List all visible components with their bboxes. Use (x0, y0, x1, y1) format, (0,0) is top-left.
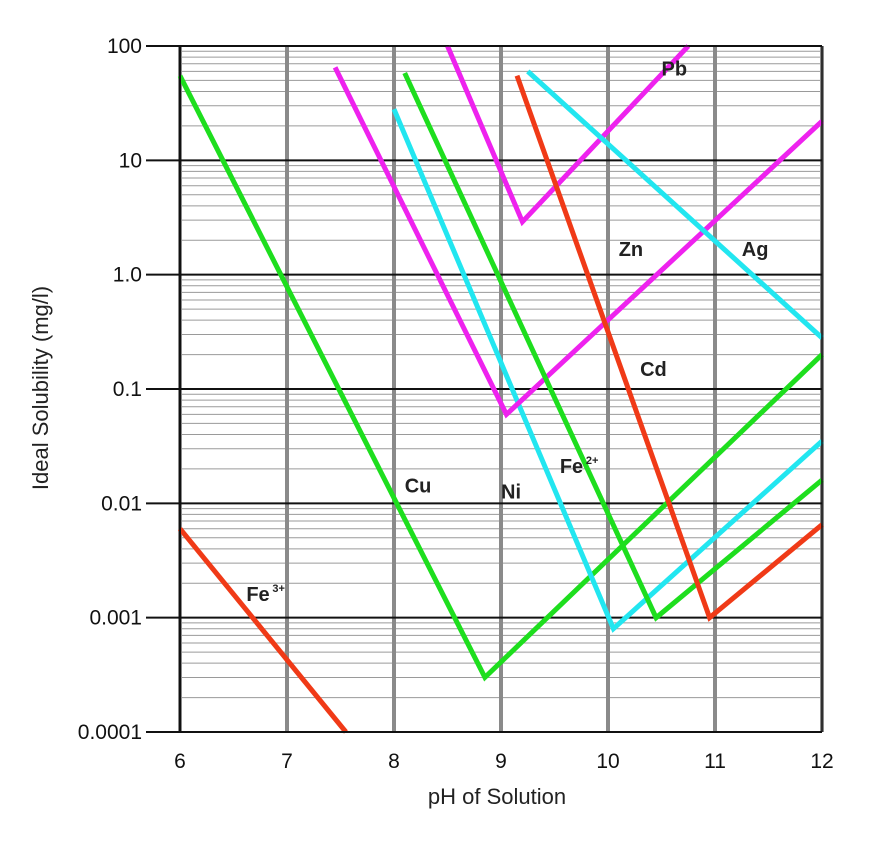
series-label-text: Cu (405, 475, 432, 497)
x-tick-label: 7 (281, 750, 293, 773)
x-tick-label: 12 (810, 750, 833, 773)
series-layer (177, 44, 824, 734)
y-axis-title: Ideal Solubility (mg/l) (28, 286, 53, 490)
y-tick-label: 0.01 (101, 492, 142, 515)
series-label-cd: Cd (640, 359, 667, 381)
series-line-zn (332, 66, 824, 419)
series-line-ag (526, 69, 824, 340)
series-line-pb (445, 44, 691, 227)
series-label-ag: Ag (742, 239, 769, 261)
x-tick-label: 6 (174, 750, 186, 773)
y-tick-label: 1.0 (113, 264, 142, 287)
series-label-text: Pb (662, 59, 688, 81)
y-tick-label: 10 (119, 149, 142, 172)
series-label-fe2plus: Fe 2+ (560, 455, 599, 478)
series-label-text: Ni (501, 482, 521, 504)
y-tick-label: 0.001 (89, 607, 142, 630)
y-tick-label: 0.1 (113, 378, 142, 401)
y-tick-label: 100 (107, 35, 142, 58)
x-tick-label: 11 (704, 750, 726, 773)
x-tick-label: 8 (388, 750, 400, 773)
x-tick-label: 9 (495, 750, 507, 773)
series-line-cd (514, 74, 824, 622)
series-label-ni: Ni (501, 482, 521, 504)
axes: 100 10 1.0 0.1 0.01 0.001 0.0001 6 7 8 9 10 11 12 (78, 35, 834, 773)
series-line-fe2plus (402, 71, 824, 622)
series-label-charge: 3+ (272, 583, 285, 595)
y-tick-label: 0.0001 (78, 721, 142, 744)
series-line-ni (391, 108, 824, 633)
series-line-cu (177, 74, 824, 682)
series-label-pb: Pb (662, 59, 688, 81)
series-label-text: Fe (560, 456, 583, 478)
series-label-text: Ag (742, 239, 769, 261)
series-line-fe3plus (178, 527, 348, 734)
x-axis-title: pH of Solution (428, 784, 566, 809)
series-label-text: Zn (619, 239, 643, 261)
series-label-zn: Zn (619, 239, 643, 261)
series-label-text: Cd (640, 359, 667, 381)
series-label-text: Fe (246, 584, 269, 606)
series-label-charge: 2+ (586, 455, 599, 467)
series-label-fe3plus: Fe 3+ (246, 583, 285, 606)
x-tick-label: 10 (596, 750, 619, 773)
series-label-cu: Cu (405, 475, 432, 497)
